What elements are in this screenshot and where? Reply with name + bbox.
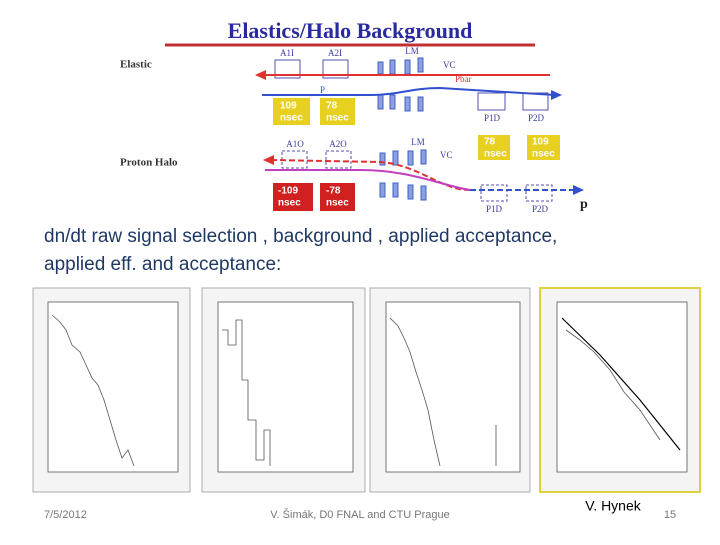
arrow — [551, 90, 562, 100]
arrow — [255, 70, 266, 80]
magnets — [379, 149, 427, 201]
title-bar — [160, 20, 540, 46]
timing-box — [273, 183, 313, 211]
timing-value: -109 — [278, 186, 298, 197]
detector-label: A2O — [329, 139, 347, 149]
detector-label: LM — [405, 46, 419, 56]
detector — [325, 150, 352, 169]
detector-label: P2D — [528, 113, 545, 123]
timing-unit: nsec — [280, 113, 303, 124]
timing-box — [320, 183, 355, 211]
timing-box — [273, 98, 310, 125]
p-beam — [262, 86, 556, 96]
body-text: applied eff. and acceptance: — [44, 254, 281, 275]
timing-unit: nsec — [326, 113, 349, 124]
beam-label: Pbar — [455, 74, 472, 84]
detector — [477, 92, 506, 111]
page-number: 15 — [664, 509, 676, 521]
detector-label: VC — [440, 150, 453, 160]
footer-date: 7/5/2012 — [44, 509, 87, 521]
detector-label: LM — [411, 137, 425, 147]
detector-label: A2I — [328, 48, 342, 58]
footer-center: V. Šimák, D0 FNAL and CTU Prague — [270, 508, 450, 521]
plot-panels — [32, 287, 701, 493]
detector — [525, 184, 553, 202]
timing-value: 109 — [532, 137, 549, 148]
body-text: dn/dt raw signal selection , background … — [44, 226, 557, 247]
detector — [274, 59, 301, 79]
timing-box — [527, 135, 560, 160]
timing-unit: nsec — [278, 198, 301, 209]
timing-unit: nsec — [326, 198, 349, 209]
detector — [480, 184, 508, 202]
timing-value: 109 — [280, 101, 297, 112]
detector-label: A1I — [280, 48, 294, 58]
diagram-title: Elastics/Halo Background — [228, 18, 473, 43]
detector-label: P2D — [532, 204, 549, 214]
detector-label: VC — [443, 60, 456, 70]
timing-box — [320, 98, 355, 125]
detector-label: P1D — [484, 113, 501, 123]
detector-label: A1O — [286, 139, 304, 149]
detector-label: P1D — [486, 204, 503, 214]
timing-value: -78 — [326, 186, 341, 197]
halo-beam — [271, 159, 471, 191]
arrow — [263, 155, 274, 165]
timing-value: 78 — [326, 101, 338, 112]
footer-author: V. Hynek — [585, 498, 642, 514]
beam-label: p — [580, 197, 588, 212]
halo-beam — [265, 169, 471, 191]
detector — [322, 59, 349, 79]
beam-label: P — [320, 85, 325, 95]
row-label: Proton Halo — [120, 157, 178, 169]
arrow — [573, 185, 584, 195]
timing-unit: nsec — [532, 149, 555, 160]
timing-box — [478, 135, 510, 160]
row-label: Elastic — [120, 59, 152, 71]
timing-value: 78 — [484, 137, 496, 148]
timing-unit: nsec — [484, 149, 507, 160]
detector — [522, 92, 549, 111]
